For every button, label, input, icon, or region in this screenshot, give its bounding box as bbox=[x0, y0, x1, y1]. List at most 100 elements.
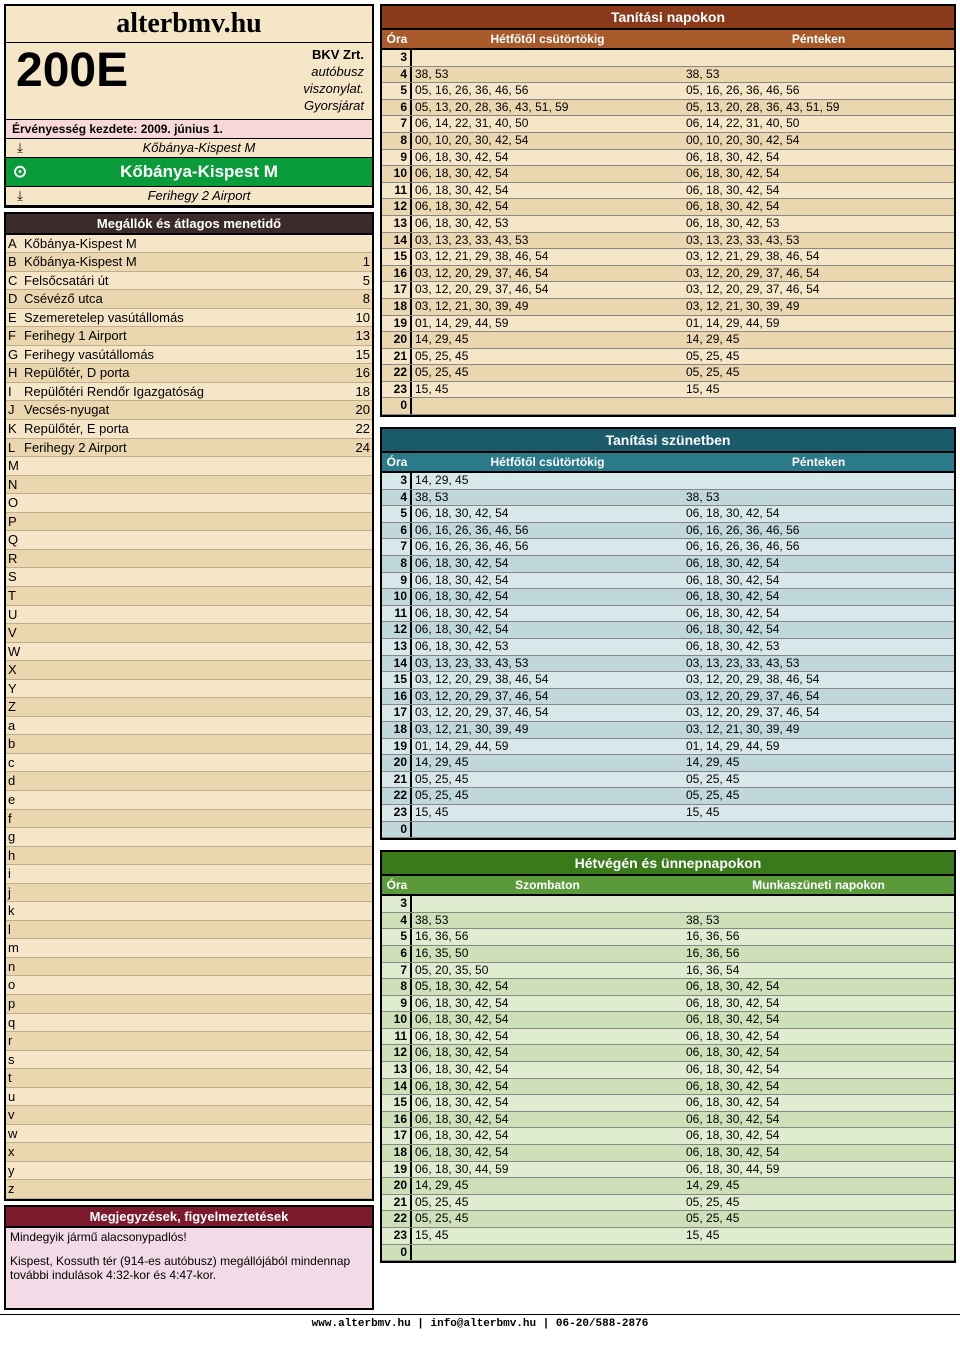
minutes-col1: 00, 10, 20, 30, 42, 54 bbox=[412, 133, 683, 149]
minutes-col2: 05, 25, 45 bbox=[683, 349, 954, 365]
hour-cell: 20 bbox=[382, 755, 412, 771]
stop-row: o bbox=[6, 976, 372, 995]
hour-cell: 9 bbox=[382, 150, 412, 166]
notes-body: Mindegyik jármű alacsonypadlós!Kispest, … bbox=[6, 1228, 372, 1308]
timetable-row: 2105, 25, 4505, 25, 45 bbox=[382, 349, 954, 366]
hour-cell: 23 bbox=[382, 1228, 412, 1244]
stop-time bbox=[346, 606, 370, 624]
timetable-row: 706, 14, 22, 31, 40, 5006, 14, 22, 31, 4… bbox=[382, 116, 954, 133]
timetable-row: 1106, 18, 30, 42, 5406, 18, 30, 42, 54 bbox=[382, 1029, 954, 1046]
timetable-title: Hétvégén és ünnepnapokon bbox=[382, 852, 954, 876]
minutes-col1: 06, 18, 30, 42, 54 bbox=[412, 1079, 683, 1095]
timetable-row: 1206, 18, 30, 42, 5406, 18, 30, 42, 54 bbox=[382, 199, 954, 216]
stop-name bbox=[24, 531, 346, 549]
stop-row: n bbox=[6, 958, 372, 977]
timetable-row: 505, 16, 26, 36, 46, 5605, 16, 26, 36, 4… bbox=[382, 83, 954, 100]
stop-name bbox=[24, 921, 346, 939]
timetable-row: 1503, 12, 21, 29, 38, 46, 5403, 12, 21, … bbox=[382, 249, 954, 266]
stop-letter: v bbox=[8, 1106, 24, 1124]
minutes-col2: 06, 18, 30, 42, 54 bbox=[683, 1128, 954, 1144]
hour-cell: 21 bbox=[382, 1195, 412, 1211]
minutes-col2: 03, 12, 21, 29, 38, 46, 54 bbox=[683, 249, 954, 265]
minutes-col1: 06, 18, 30, 42, 54 bbox=[412, 1112, 683, 1128]
minutes-col2: 38, 53 bbox=[683, 67, 954, 83]
stop-letter: C bbox=[8, 272, 24, 290]
stop-time bbox=[346, 698, 370, 716]
stop-row: FFerihegy 1 Airport13 bbox=[6, 327, 372, 346]
minutes-col1: 03, 12, 20, 29, 37, 46, 54 bbox=[412, 282, 683, 298]
timetable-row: 2315, 4515, 45 bbox=[382, 1228, 954, 1245]
minutes-col2: 05, 16, 26, 36, 46, 56 bbox=[683, 83, 954, 99]
stop-name bbox=[24, 902, 346, 920]
hour-cell: 4 bbox=[382, 913, 412, 929]
minutes-col2 bbox=[683, 50, 954, 66]
stop-letter: P bbox=[8, 513, 24, 531]
timetable-row: 2014, 29, 4514, 29, 45 bbox=[382, 755, 954, 772]
minutes-col2: 03, 12, 20, 29, 37, 46, 54 bbox=[683, 266, 954, 282]
hour-cell: 4 bbox=[382, 490, 412, 506]
timetable-row: 1901, 14, 29, 44, 5901, 14, 29, 44, 59 bbox=[382, 316, 954, 333]
stop-name bbox=[24, 828, 346, 846]
stop-time bbox=[346, 810, 370, 828]
minutes-col1 bbox=[412, 896, 683, 912]
stop-name bbox=[24, 624, 346, 642]
stop-letter: d bbox=[8, 772, 24, 790]
stop-letter: E bbox=[8, 309, 24, 327]
minutes-col2 bbox=[683, 398, 954, 414]
minutes-col1: 05, 13, 20, 28, 36, 43, 51, 59 bbox=[412, 100, 683, 116]
stop-row: KRepülőtér, E porta22 bbox=[6, 420, 372, 439]
timetable-row: 1306, 18, 30, 42, 5306, 18, 30, 42, 53 bbox=[382, 216, 954, 233]
stop-letter: R bbox=[8, 550, 24, 568]
minutes-col1: 06, 18, 30, 42, 54 bbox=[412, 506, 683, 522]
minutes-col2: 03, 12, 20, 29, 37, 46, 54 bbox=[683, 689, 954, 705]
stop-name bbox=[24, 1014, 346, 1032]
timetable-head: ÓraHétfőtől csütörtökigPénteken bbox=[382, 30, 954, 50]
minutes-col1: 38, 53 bbox=[412, 913, 683, 929]
timetable-row: 314, 29, 45 bbox=[382, 473, 954, 490]
stop-row: h bbox=[6, 847, 372, 866]
stop-time bbox=[346, 902, 370, 920]
hour-cell: 5 bbox=[382, 83, 412, 99]
hour-cell: 21 bbox=[382, 349, 412, 365]
stop-row: s bbox=[6, 1051, 372, 1070]
minutes-col2: 06, 18, 30, 42, 54 bbox=[683, 183, 954, 199]
minutes-col1: 06, 18, 30, 42, 54 bbox=[412, 589, 683, 605]
hour-cell: 4 bbox=[382, 67, 412, 83]
current-stop-row: ⊙ Kőbánya-Kispest M bbox=[6, 158, 372, 187]
stop-row: N bbox=[6, 476, 372, 495]
hour-cell: 19 bbox=[382, 739, 412, 755]
minutes-col2: 06, 18, 30, 42, 54 bbox=[683, 979, 954, 995]
stop-name bbox=[24, 680, 346, 698]
hour-cell: 22 bbox=[382, 1211, 412, 1227]
stop-name bbox=[24, 1180, 346, 1198]
stop-row: Y bbox=[6, 680, 372, 699]
minutes-col2: 06, 18, 30, 42, 53 bbox=[683, 216, 954, 232]
hour-cell: 3 bbox=[382, 896, 412, 912]
stop-letter: L bbox=[8, 439, 24, 457]
minutes-col1: 05, 20, 35, 50 bbox=[412, 963, 683, 979]
stop-time: 16 bbox=[346, 364, 370, 382]
col2-header: Pénteken bbox=[683, 453, 954, 471]
stop-time bbox=[346, 865, 370, 883]
stop-time bbox=[346, 1051, 370, 1069]
route-header-block: alterbmv.hu 200E BKV Zrt. autóbusz viszo… bbox=[4, 4, 374, 208]
minutes-col2: 06, 18, 30, 42, 53 bbox=[683, 639, 954, 655]
stop-name bbox=[24, 939, 346, 957]
hour-cell: 10 bbox=[382, 1012, 412, 1028]
timetable-row: 506, 18, 30, 42, 5406, 18, 30, 42, 54 bbox=[382, 506, 954, 523]
minutes-col1: 03, 12, 20, 29, 37, 46, 54 bbox=[412, 266, 683, 282]
terminal-from: Kőbánya-Kispest M bbox=[30, 140, 368, 156]
minutes-col1: 16, 35, 50 bbox=[412, 946, 683, 962]
minutes-col2: 03, 12, 21, 30, 39, 49 bbox=[683, 299, 954, 315]
minutes-col1: 06, 18, 30, 42, 54 bbox=[412, 556, 683, 572]
stop-letter: g bbox=[8, 828, 24, 846]
stop-letter: n bbox=[8, 958, 24, 976]
minutes-col1: 06, 18, 30, 42, 54 bbox=[412, 622, 683, 638]
timetable-row: 2014, 29, 4514, 29, 45 bbox=[382, 332, 954, 349]
stop-name bbox=[24, 1051, 346, 1069]
hour-cell: 6 bbox=[382, 946, 412, 962]
stop-letter: F bbox=[8, 327, 24, 345]
hour-cell: 15 bbox=[382, 1095, 412, 1111]
stop-row: y bbox=[6, 1162, 372, 1181]
minutes-col1: 03, 12, 21, 30, 39, 49 bbox=[412, 722, 683, 738]
